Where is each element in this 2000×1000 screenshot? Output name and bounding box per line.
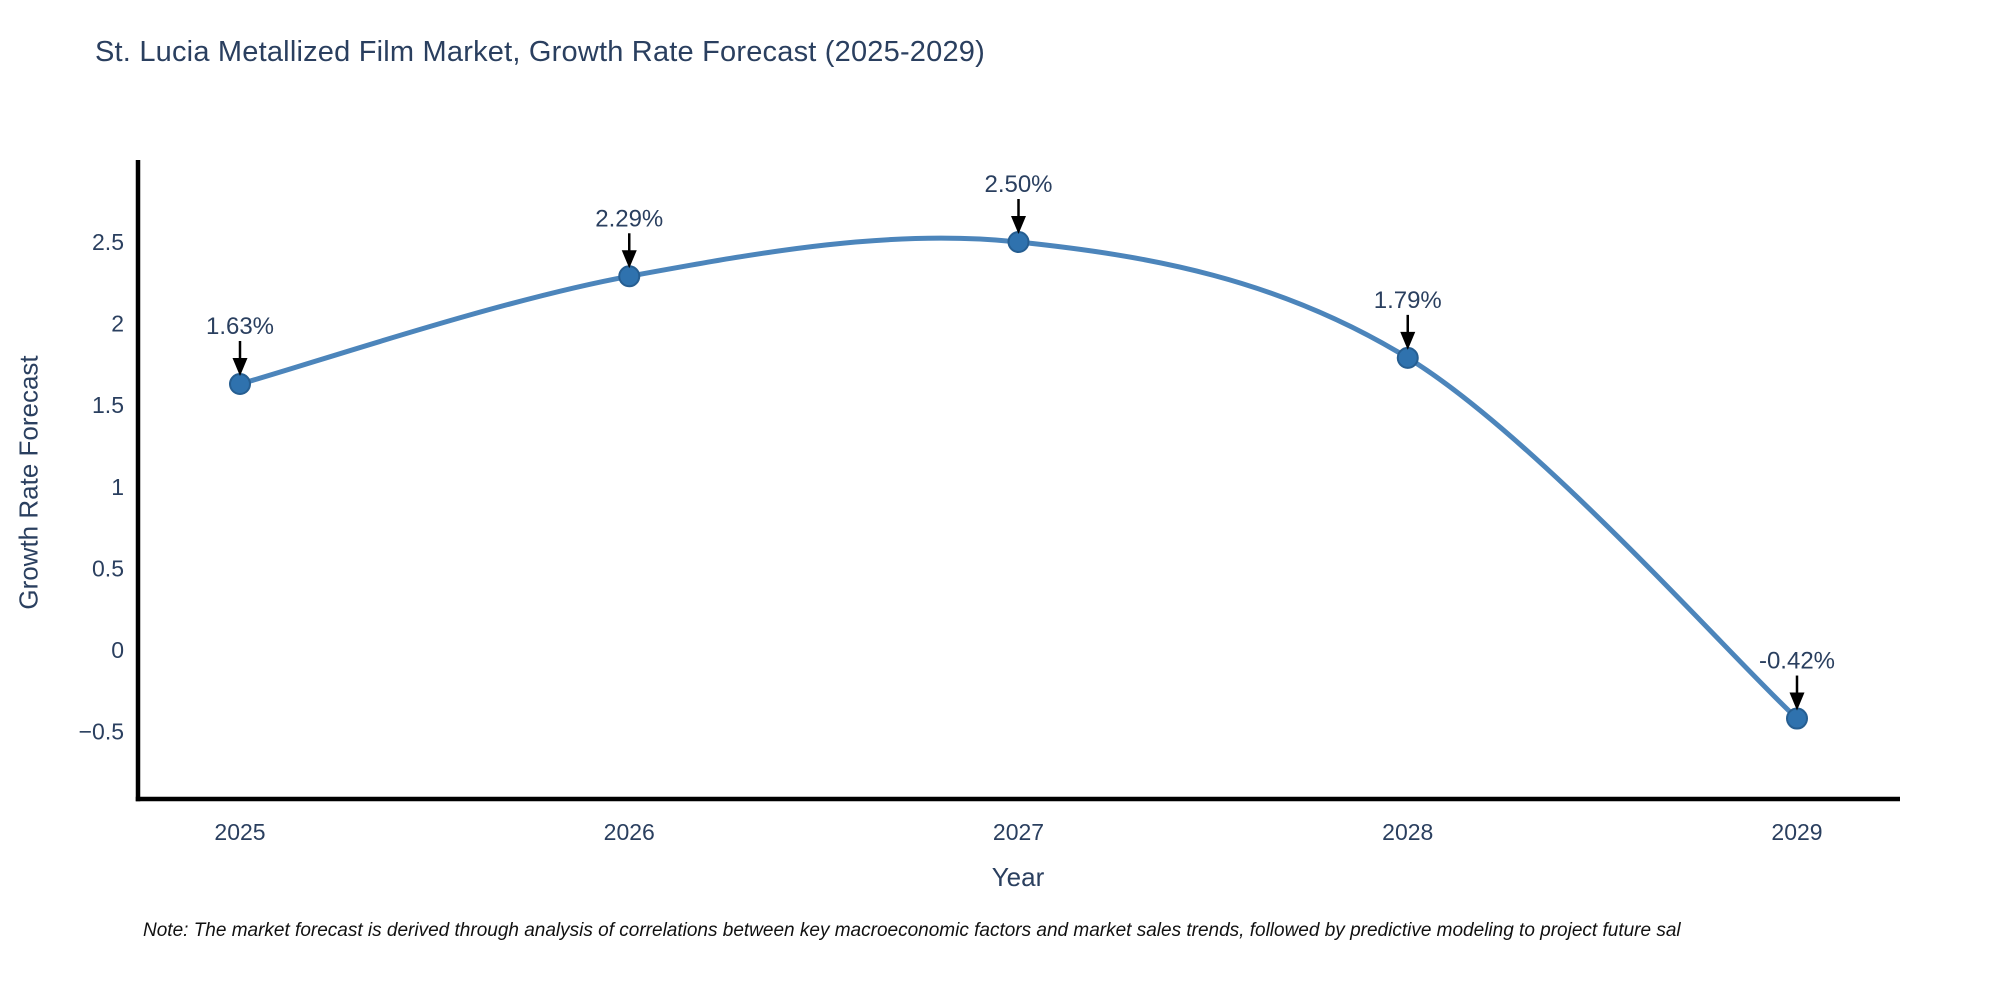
y-tick-label: 1.5 bbox=[92, 392, 124, 418]
x-axis-title: Year bbox=[991, 862, 1045, 892]
data-point-marker-2028[interactable] bbox=[1396, 346, 1419, 369]
y-tick-label: 1 bbox=[111, 474, 124, 500]
x-tick-label: 2025 bbox=[214, 819, 265, 845]
point-annotation: 2.50% bbox=[984, 171, 1052, 198]
annotation-arrowhead bbox=[1789, 692, 1805, 711]
y-tick-label: 2 bbox=[111, 311, 124, 337]
trend-line bbox=[237, 235, 1800, 722]
annotation-arrowhead bbox=[232, 357, 248, 376]
x-tick-label: 2028 bbox=[1382, 819, 1433, 845]
x-tick-label: 2026 bbox=[604, 819, 655, 845]
page-title: St. Lucia Metallized Film Market, Growth… bbox=[95, 36, 985, 68]
x-tick-label: 2029 bbox=[1771, 819, 1822, 845]
y-tick-label: −0.5 bbox=[79, 719, 124, 745]
annotation-arrowhead bbox=[621, 250, 637, 269]
data-point-marker-2026[interactable] bbox=[618, 265, 641, 288]
point-annotation: 2.29% bbox=[595, 205, 663, 232]
y-tick-label: 0 bbox=[111, 637, 124, 663]
x-tick-label: 2027 bbox=[993, 819, 1044, 845]
footnote: Note: The market forecast is derived thr… bbox=[143, 920, 1681, 941]
point-annotation: 1.79% bbox=[1374, 287, 1442, 314]
y-tick-label: 0.5 bbox=[92, 555, 124, 581]
point-annotation: 1.63% bbox=[206, 313, 274, 340]
annotation-arrowhead bbox=[1011, 216, 1026, 234]
annotation-arrowhead bbox=[1400, 331, 1416, 350]
data-point-marker-2029[interactable] bbox=[1786, 707, 1808, 730]
point-annotation: -0.42% bbox=[1759, 648, 1835, 675]
data-point-marker-2025[interactable] bbox=[229, 372, 251, 395]
y-tick-label: 2.5 bbox=[92, 229, 124, 255]
data-point-marker-2027[interactable] bbox=[1007, 231, 1030, 253]
